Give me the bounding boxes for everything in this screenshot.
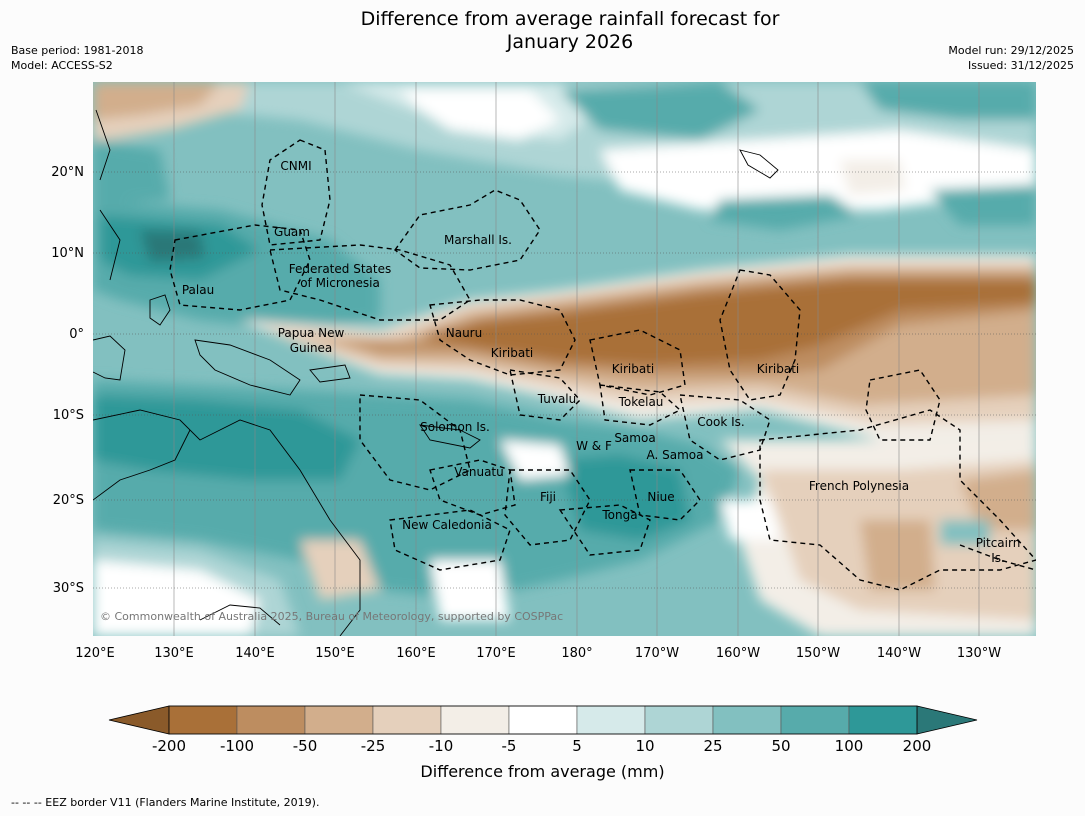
colorbar-tick-label: -100 <box>220 737 254 755</box>
region-label: Guam <box>274 225 310 239</box>
model-name: Model: ACCESS-S2 <box>11 59 113 72</box>
colorbar-tick-label: 100 <box>835 737 864 755</box>
map-field: © Commonwealth of Australia 2025, Bureau… <box>93 82 1036 636</box>
region-label: Nauru <box>446 326 482 340</box>
meta-right: Model run: 29/12/2025 Issued: 31/12/2025 <box>948 43 1074 73</box>
lon-tick-label: 130°W <box>957 646 1001 661</box>
colorbar-swatch <box>236 705 306 735</box>
region-label: Tokelau <box>618 395 664 409</box>
graticule <box>93 82 1036 636</box>
region-label: French Polynesia <box>809 479 909 493</box>
colorbar-tick-label: -200 <box>152 737 186 755</box>
region-label: Samoa <box>614 431 655 445</box>
meta-left: Base period: 1981-2018 Model: ACCESS-S2 <box>11 43 143 73</box>
eez-borders <box>169 139 1036 591</box>
colorbar-tick-label: 50 <box>771 737 790 755</box>
lon-tick-label: 150°E <box>315 646 355 661</box>
lon-tick-label: 140°W <box>877 646 921 661</box>
region-label: New Caledonia <box>402 518 492 532</box>
lon-tick-label: 120°E <box>75 646 115 661</box>
region-label: Kiribati <box>757 362 799 376</box>
lon-tick-label: 160°E <box>396 646 436 661</box>
colorbar-swatch <box>712 705 782 735</box>
eez-legend: -- -- -- EEZ border V11 (Flanders Marine… <box>11 796 320 809</box>
lon-tick-label: 160°W <box>716 646 760 661</box>
colorbar-swatch <box>848 705 918 735</box>
region-label: Federated States <box>289 262 391 276</box>
colorbar-swatch <box>440 705 510 735</box>
issued-date: Issued: 31/12/2025 <box>967 59 1074 72</box>
region-label: Solomon Is. <box>420 420 490 434</box>
colorbar-swatch <box>168 705 238 735</box>
colorbar-tick-label: -5 <box>502 737 517 755</box>
lat-tick-label: 10°S <box>53 408 84 423</box>
colorbar-swatch <box>372 705 442 735</box>
region-label: Palau <box>182 283 214 297</box>
lat-tick-label: 0° <box>69 327 84 342</box>
region-label: Pitcairn <box>976 536 1021 550</box>
colorbar-tick-label: -50 <box>293 737 318 755</box>
lon-axis: 120°E 130°E 140°E 150°E 160°E 170°E 180°… <box>75 646 1001 661</box>
copyright-text: © Commonwealth of Australia 2025, Bureau… <box>100 610 563 623</box>
region-labels: CNMI Guam Marshall Is. Federated States … <box>182 159 1020 565</box>
colorbar-outline <box>168 705 918 735</box>
colorbar-label: Difference from average (mm) <box>420 762 665 781</box>
region-label: Papua New <box>278 326 345 340</box>
lon-tick-label: 130°E <box>154 646 194 661</box>
region-label: Kiribati <box>612 362 654 376</box>
coastlines <box>93 109 779 636</box>
region-label: Tonga <box>601 508 637 522</box>
model-run: Model run: 29/12/2025 <box>948 44 1074 57</box>
lat-tick-label: 10°N <box>51 246 84 261</box>
colorbar-tick-label: 10 <box>635 737 654 755</box>
region-label: Is. <box>991 551 1005 565</box>
colorbar-tick-label: -25 <box>361 737 386 755</box>
region-label: Kiribati <box>491 346 533 360</box>
title-line-1: Difference from average rainfall forecas… <box>360 8 780 30</box>
region-label: Niue <box>647 490 674 504</box>
colorbar-tick-label: 5 <box>572 737 582 755</box>
colorbar-swatch <box>644 705 714 735</box>
lon-tick-label: 180° <box>561 646 592 661</box>
region-label: Vanuatu <box>454 465 504 479</box>
region-label: W & F <box>576 439 612 453</box>
lon-tick-label: 170°W <box>635 646 679 661</box>
lon-tick-label: 140°E <box>235 646 275 661</box>
colorbar-tick-label: -10 <box>429 737 454 755</box>
colorbar-tick-label: 200 <box>903 737 932 755</box>
title-line-2: January 2026 <box>506 31 634 53</box>
lat-tick-label: 20°S <box>53 493 84 508</box>
colorbar-tick-label: 25 <box>703 737 722 755</box>
chart-title: Difference from average rainfall forecas… <box>0 8 1085 54</box>
region-label: A. Samoa <box>647 448 704 462</box>
region-label: Marshall Is. <box>444 233 512 247</box>
colorbar-swatch <box>576 705 646 735</box>
lat-tick-label: 20°N <box>51 165 84 180</box>
lon-tick-label: 170°E <box>476 646 516 661</box>
region-label: Cook Is. <box>697 415 744 429</box>
region-label: Fiji <box>540 490 556 504</box>
colorbar: -200 -100 -50 -25 -10 -5 5 10 25 50 100 200 <box>108 705 978 755</box>
region-label: Guinea <box>290 341 333 355</box>
colorbar-extend-high <box>916 705 978 735</box>
lat-tick-label: 30°S <box>53 581 84 596</box>
colorbar-swatch <box>304 705 374 735</box>
colorbar-extend-low <box>108 705 170 735</box>
region-label: CNMI <box>280 159 311 173</box>
region-label: Tuvalu <box>537 392 577 406</box>
base-period: Base period: 1981-2018 <box>11 44 144 57</box>
region-label: of Micronesia <box>300 276 380 290</box>
colorbar-swatch <box>780 705 850 735</box>
colorbar-swatch <box>508 705 578 735</box>
lat-axis: 20°N 10°N 0° 10°S 20°S 30°S <box>51 165 84 596</box>
lon-tick-label: 150°W <box>796 646 840 661</box>
